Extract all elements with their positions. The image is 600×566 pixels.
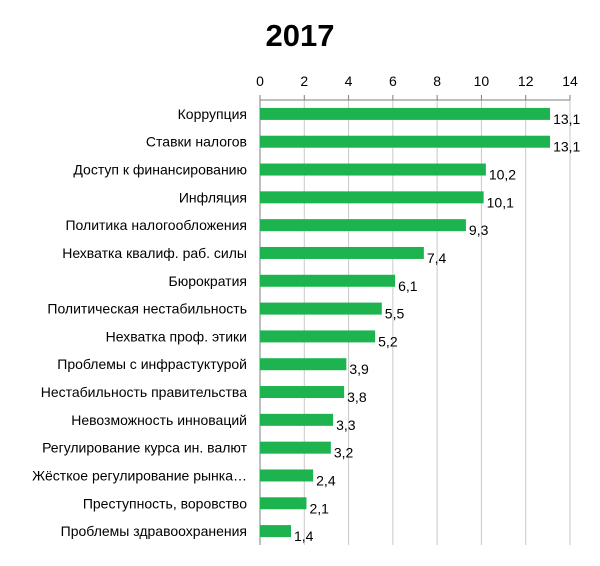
data-label: 9,3 xyxy=(469,222,489,238)
bar xyxy=(260,330,376,343)
x-tick-label: 2 xyxy=(300,73,308,89)
bar xyxy=(260,525,291,538)
x-tick-label: 0 xyxy=(256,73,264,89)
category-label: Политика налогообложения xyxy=(65,217,247,233)
bar xyxy=(260,135,551,148)
data-label: 5,2 xyxy=(378,333,398,349)
chart-title: 2017 xyxy=(265,18,335,53)
bar xyxy=(260,302,382,315)
category-label: Преступность, воровство xyxy=(83,495,247,511)
x-axis-ticks: 0 2 4 6 8 10 12 14 xyxy=(256,73,578,100)
category-label: Нехватка квалиф. раб. силы xyxy=(62,245,247,261)
category-label: Политическая нестабильность xyxy=(47,301,247,317)
data-label: 5,5 xyxy=(385,306,405,322)
data-label: 6,1 xyxy=(398,278,418,294)
bar xyxy=(260,191,484,204)
bar xyxy=(260,219,466,232)
category-label: Жёсткое регулирование рынка… xyxy=(32,467,247,483)
data-label: 3,9 xyxy=(349,361,369,377)
data-label: 13,1 xyxy=(553,139,580,155)
category-label: Регулирование курса ин. валют xyxy=(42,440,248,456)
data-label: 1,4 xyxy=(294,528,314,544)
category-label: Нестабильность правительства xyxy=(41,384,247,400)
bar xyxy=(260,497,307,510)
bar xyxy=(260,163,486,176)
category-label: Проблемы здравоохранения xyxy=(61,523,247,539)
category-label: Ставки налогов xyxy=(146,134,247,150)
data-labels: 13,1 13,1 10,2 10,1 9,3 7,4 6,1 5,5 5,2 3,9 3,8 3,3… xyxy=(294,111,581,544)
data-label: 3,2 xyxy=(334,445,354,461)
bar xyxy=(260,274,396,287)
x-tick-label: 6 xyxy=(389,73,397,89)
bars xyxy=(260,107,551,538)
bar xyxy=(260,246,424,259)
bar xyxy=(260,386,345,399)
category-label: Проблемы с инфрастуктурой xyxy=(57,356,247,372)
data-label: 10,2 xyxy=(489,167,516,183)
data-label: 7,4 xyxy=(427,250,447,266)
data-label: 3,3 xyxy=(336,417,356,433)
x-tick-label: 4 xyxy=(345,73,353,89)
x-tick-label: 14 xyxy=(562,73,578,89)
data-label: 2,1 xyxy=(310,500,330,516)
data-label: 10,1 xyxy=(487,194,514,210)
category-label: Невозможность инноваций xyxy=(71,412,247,428)
category-label: Бюрократия xyxy=(169,273,247,289)
data-label: 2,4 xyxy=(316,472,336,488)
category-labels: Коррупция Ставки налогов Доступ к финансир… xyxy=(32,106,247,539)
bar xyxy=(260,469,314,482)
data-label: 3,8 xyxy=(347,389,367,405)
bar xyxy=(260,441,331,454)
x-tick-label: 8 xyxy=(433,73,441,89)
category-label: Нехватка проф. этики xyxy=(106,328,247,344)
category-label: Инфляция xyxy=(179,189,247,205)
category-label: Коррупция xyxy=(178,106,247,122)
x-tick-label: 12 xyxy=(518,73,534,89)
category-label: Доступ к финансированию xyxy=(73,162,247,178)
x-tick-label: 10 xyxy=(474,73,490,89)
bar xyxy=(260,358,347,371)
bar xyxy=(260,107,551,120)
data-label: 13,1 xyxy=(553,111,580,127)
bar xyxy=(260,413,334,426)
